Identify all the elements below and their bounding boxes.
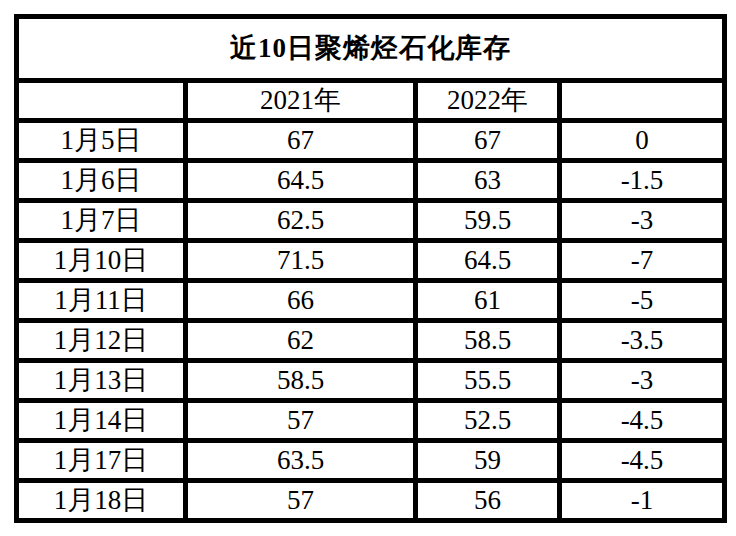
table-row: 1月7日 62.5 59.5 -3 [17,201,725,241]
diff-cell: -3.5 [560,321,725,361]
value-2022-cell: 67 [416,121,560,161]
diff-cell: -3 [560,361,725,401]
value-2022-cell: 58.5 [416,321,560,361]
value-2022-cell: 59 [416,441,560,481]
table-row: 1月14日 57 52.5 -4.5 [17,401,725,441]
table-row: 1月18日 57 56 -1 [17,481,725,521]
table-row: 1月17日 63.5 59 -4.5 [17,441,725,481]
table-row: 1月13日 58.5 55.5 -3 [17,361,725,401]
diff-cell: -4.5 [560,401,725,441]
value-2022-cell: 56 [416,481,560,521]
table-row: 1月10日 71.5 64.5 -7 [17,241,725,281]
diff-cell: -5 [560,281,725,321]
value-2022-cell: 52.5 [416,401,560,441]
diff-cell: -7 [560,241,725,281]
diff-cell: -4.5 [560,441,725,481]
page: 近10日聚烯烃石化库存 2021年 2022年 1月5日 67 67 0 1月6… [0,0,736,536]
value-2022-cell: 63 [416,161,560,201]
table-title: 近10日聚烯烃石化库存 [17,17,725,81]
date-cell: 1月11日 [17,281,186,321]
date-cell: 1月13日 [17,361,186,401]
value-2021-cell: 58.5 [186,361,416,401]
column-header-2022: 2022年 [416,81,560,121]
value-2022-cell: 64.5 [416,241,560,281]
table-row: 1月11日 66 61 -5 [17,281,725,321]
date-cell: 1月5日 [17,121,186,161]
diff-cell: -1.5 [560,161,725,201]
inventory-table: 近10日聚烯烃石化库存 2021年 2022年 1月5日 67 67 0 1月6… [14,14,727,523]
value-2022-cell: 61 [416,281,560,321]
diff-cell: -3 [560,201,725,241]
value-2021-cell: 57 [186,401,416,441]
value-2021-cell: 67 [186,121,416,161]
date-cell: 1月18日 [17,481,186,521]
date-cell: 1月17日 [17,441,186,481]
value-2021-cell: 66 [186,281,416,321]
value-2021-cell: 64.5 [186,161,416,201]
value-2021-cell: 57 [186,481,416,521]
value-2021-cell: 62 [186,321,416,361]
date-cell: 1月12日 [17,321,186,361]
diff-cell: -1 [560,481,725,521]
table-row: 1月5日 67 67 0 [17,121,725,161]
value-2022-cell: 55.5 [416,361,560,401]
diff-cell: 0 [560,121,725,161]
date-cell: 1月10日 [17,241,186,281]
date-cell: 1月14日 [17,401,186,441]
column-header-blank-left [17,81,186,121]
table-row: 1月6日 64.5 63 -1.5 [17,161,725,201]
column-header-blank-right [560,81,725,121]
value-2022-cell: 59.5 [416,201,560,241]
value-2021-cell: 71.5 [186,241,416,281]
date-cell: 1月7日 [17,201,186,241]
table-row: 1月12日 62 58.5 -3.5 [17,321,725,361]
title-row: 近10日聚烯烃石化库存 [17,17,725,81]
column-header-2021: 2021年 [186,81,416,121]
value-2021-cell: 63.5 [186,441,416,481]
column-header-row: 2021年 2022年 [17,81,725,121]
value-2021-cell: 62.5 [186,201,416,241]
date-cell: 1月6日 [17,161,186,201]
